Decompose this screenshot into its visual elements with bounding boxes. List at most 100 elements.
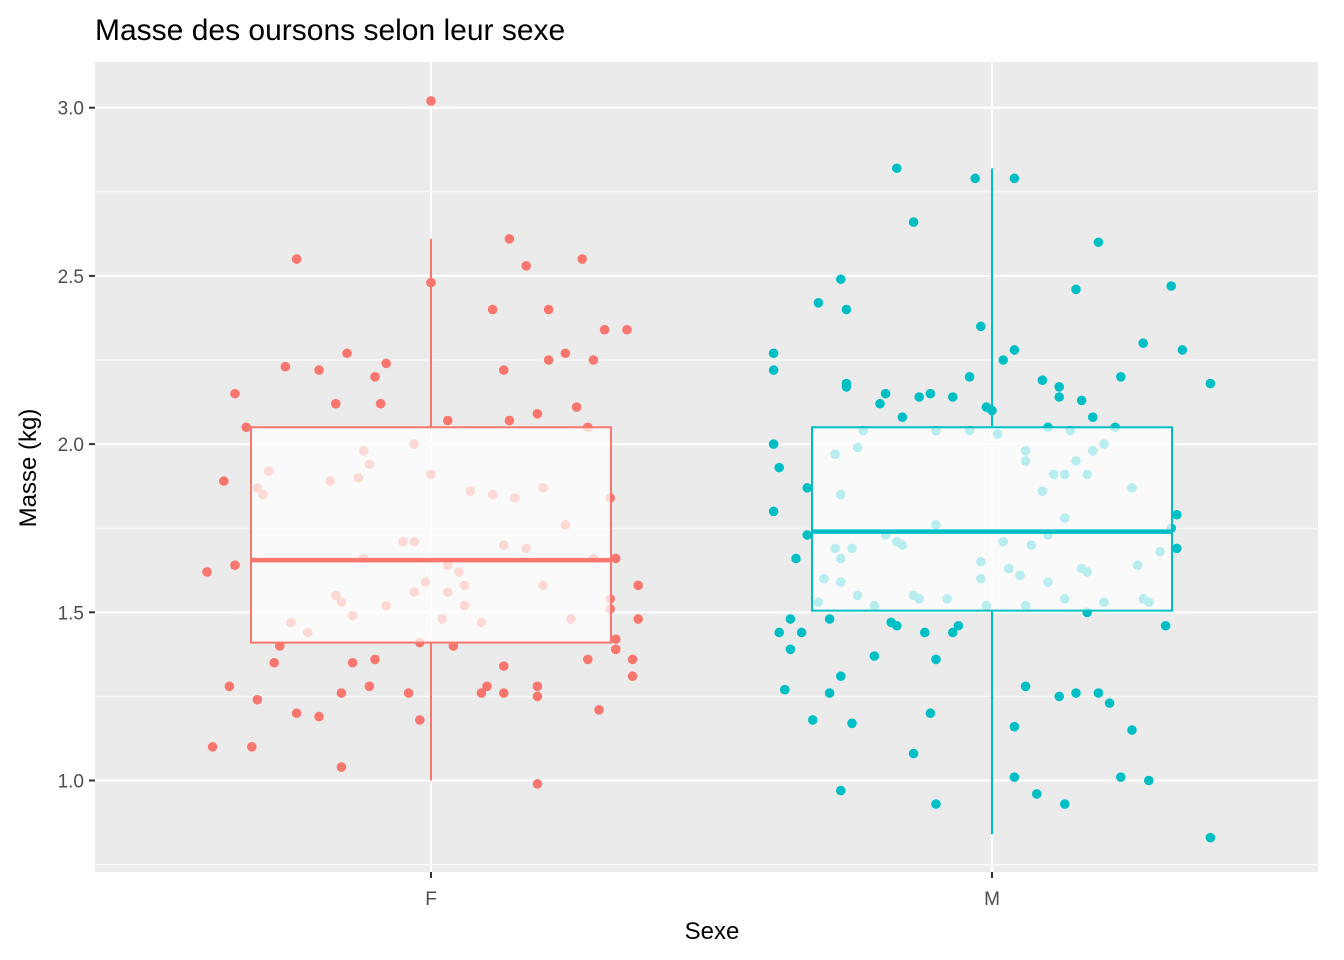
data-point xyxy=(230,560,240,571)
data-point xyxy=(280,361,291,372)
data-point xyxy=(1009,345,1020,355)
data-point xyxy=(1144,775,1154,786)
data-point xyxy=(768,365,779,375)
data-point xyxy=(780,684,790,695)
data-point xyxy=(577,254,587,264)
data-point xyxy=(247,742,257,752)
data-point xyxy=(908,217,919,227)
chart-title: Masse des oursons selon leur sexe xyxy=(95,14,565,47)
x-tick-label: M xyxy=(984,889,1000,910)
data-point xyxy=(836,785,846,796)
data-point xyxy=(774,462,784,473)
data-point xyxy=(1060,799,1070,809)
data-point xyxy=(836,274,846,285)
data-point xyxy=(892,163,902,174)
data-point xyxy=(925,388,936,399)
data-point xyxy=(920,627,930,638)
y-tick-label: 3.0 xyxy=(58,99,84,120)
data-point xyxy=(499,365,509,375)
data-point xyxy=(583,654,593,665)
data-point xyxy=(847,718,857,729)
x-axis-label: Sexe xyxy=(685,918,740,945)
data-point xyxy=(543,304,554,315)
data-point xyxy=(571,402,582,412)
data-point xyxy=(808,715,818,725)
data-point xyxy=(970,173,980,184)
data-point xyxy=(768,506,779,517)
data-point xyxy=(813,298,824,308)
data-point xyxy=(1054,691,1064,702)
data-point xyxy=(1172,509,1182,520)
data-point xyxy=(633,580,643,591)
data-point xyxy=(611,553,621,564)
data-point xyxy=(347,657,358,668)
data-point xyxy=(869,651,880,661)
data-point xyxy=(314,365,324,375)
data-point xyxy=(1037,375,1048,385)
data-point xyxy=(908,748,919,759)
data-point xyxy=(476,688,487,698)
data-point xyxy=(241,422,251,433)
data-point xyxy=(1104,698,1115,708)
data-point xyxy=(1032,789,1042,799)
data-point xyxy=(532,681,543,692)
data-point xyxy=(482,681,492,692)
data-point xyxy=(627,654,638,665)
data-point xyxy=(1009,772,1020,782)
data-point xyxy=(875,398,885,409)
data-point xyxy=(599,324,610,335)
data-point xyxy=(1009,173,1020,184)
data-point xyxy=(785,614,796,624)
data-point xyxy=(1054,382,1064,392)
x-tick-label: F xyxy=(425,889,437,910)
data-point xyxy=(560,348,571,359)
data-point xyxy=(314,711,324,722)
data-point xyxy=(1166,281,1176,291)
data-point xyxy=(768,439,779,449)
data-point xyxy=(532,691,543,702)
data-point xyxy=(381,358,392,369)
data-point xyxy=(426,277,436,288)
y-axis-label: Masse (kg) xyxy=(15,409,42,528)
data-point xyxy=(1076,395,1087,406)
data-point xyxy=(252,694,263,705)
data-point xyxy=(336,688,347,698)
data-point xyxy=(443,415,453,426)
data-point xyxy=(841,304,852,315)
data-point xyxy=(948,627,958,638)
data-point xyxy=(219,476,229,486)
data-point xyxy=(532,779,543,789)
data-point xyxy=(415,715,425,725)
data-point xyxy=(364,681,375,692)
data-point xyxy=(207,742,218,752)
data-point xyxy=(1071,284,1081,295)
data-point xyxy=(914,392,924,402)
data-point xyxy=(987,405,997,416)
data-point xyxy=(1172,543,1182,554)
data-point xyxy=(224,681,235,692)
data-point xyxy=(487,304,498,315)
data-point xyxy=(1093,688,1104,698)
data-point xyxy=(931,799,941,809)
data-point xyxy=(1177,345,1188,355)
data-point xyxy=(633,614,643,624)
data-point xyxy=(841,382,852,392)
data-point xyxy=(291,708,302,719)
data-point xyxy=(1093,237,1104,248)
data-point xyxy=(1205,378,1216,389)
data-point xyxy=(594,705,604,715)
data-point xyxy=(543,355,554,365)
data-point xyxy=(504,234,515,244)
data-point xyxy=(892,620,902,631)
data-point xyxy=(426,96,436,106)
data-point xyxy=(802,530,812,540)
data-point xyxy=(880,388,891,399)
data-point xyxy=(370,372,380,382)
box-group-F xyxy=(202,96,643,789)
data-point xyxy=(785,644,796,655)
data-point xyxy=(375,398,386,409)
data-point xyxy=(622,324,632,335)
data-point xyxy=(1009,721,1020,732)
data-point xyxy=(768,348,779,359)
data-point xyxy=(342,348,352,359)
